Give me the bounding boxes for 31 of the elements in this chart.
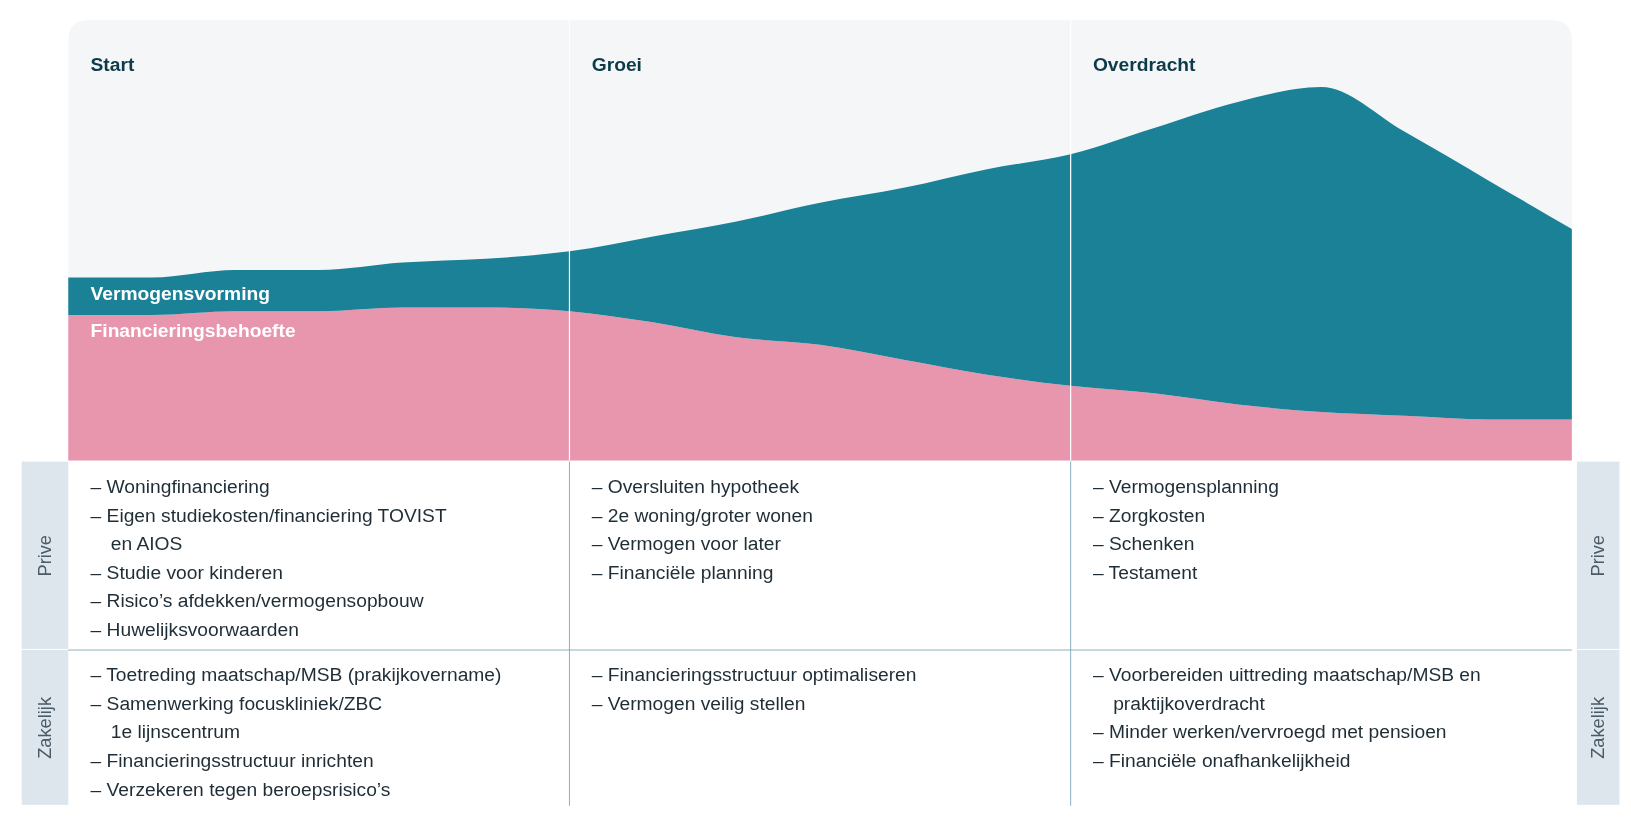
- text: – Verzekeren tegen beroepsrisico’s: [90, 778, 391, 800]
- series-label: Vermogensvorming: [90, 282, 270, 304]
- text: – Financieringsstructuur optimaliseren: [591, 664, 917, 686]
- text: – Vermogen veilig stellen: [591, 692, 806, 714]
- text: – Eigen studiekosten/financiering TOVIST en AIOS: [90, 504, 447, 555]
- category-label: Zakelijk: [35, 697, 56, 759]
- text: – Huwelijksvoorwaarden: [90, 618, 299, 640]
- text: – Zorgkosten: [1092, 504, 1206, 526]
- text: – Financiële onafhankelijkheid: [1092, 749, 1351, 771]
- text: – Vermogen voor later: [591, 533, 781, 555]
- text: – Minder werken/vervroegd met pensioen: [1092, 721, 1447, 743]
- text: – Toetreding maatschap/MSB (prakijkovername): [90, 664, 502, 686]
- text: – Woningfinanciering: [90, 475, 270, 497]
- text: – Financieringsstructuur inrichten: [90, 749, 374, 771]
- category-label: Prive: [1588, 535, 1609, 577]
- text: – Studie voor kinderen: [90, 561, 283, 583]
- text: – 2e woning/groter wonen: [591, 504, 813, 526]
- text: Overdracht: [1092, 53, 1197, 75]
- text: – Schenken: [1092, 533, 1195, 555]
- category-label: Prive: [35, 535, 56, 577]
- text: – Testament: [1092, 561, 1198, 583]
- text: – Vermogensplanning: [1092, 475, 1279, 497]
- text: – Financiële planning: [591, 561, 774, 583]
- text: – Risico’s afdekken/vermogensopbouw: [90, 590, 424, 612]
- text: – Samenwerking focuskliniek/ZBC 1e lijnscentrum: [90, 692, 383, 743]
- category-label: Zakelijk: [1588, 697, 1609, 759]
- text: – Voorbereiden uittreding maatschap/MSB en praktijkoverdracht: [1092, 664, 1481, 714]
- series-label: Financieringsbehoefte: [90, 320, 296, 342]
- text: – Oversluiten hypotheek: [591, 475, 799, 497]
- text: Start: [90, 53, 135, 75]
- text: Groei: [591, 53, 642, 75]
